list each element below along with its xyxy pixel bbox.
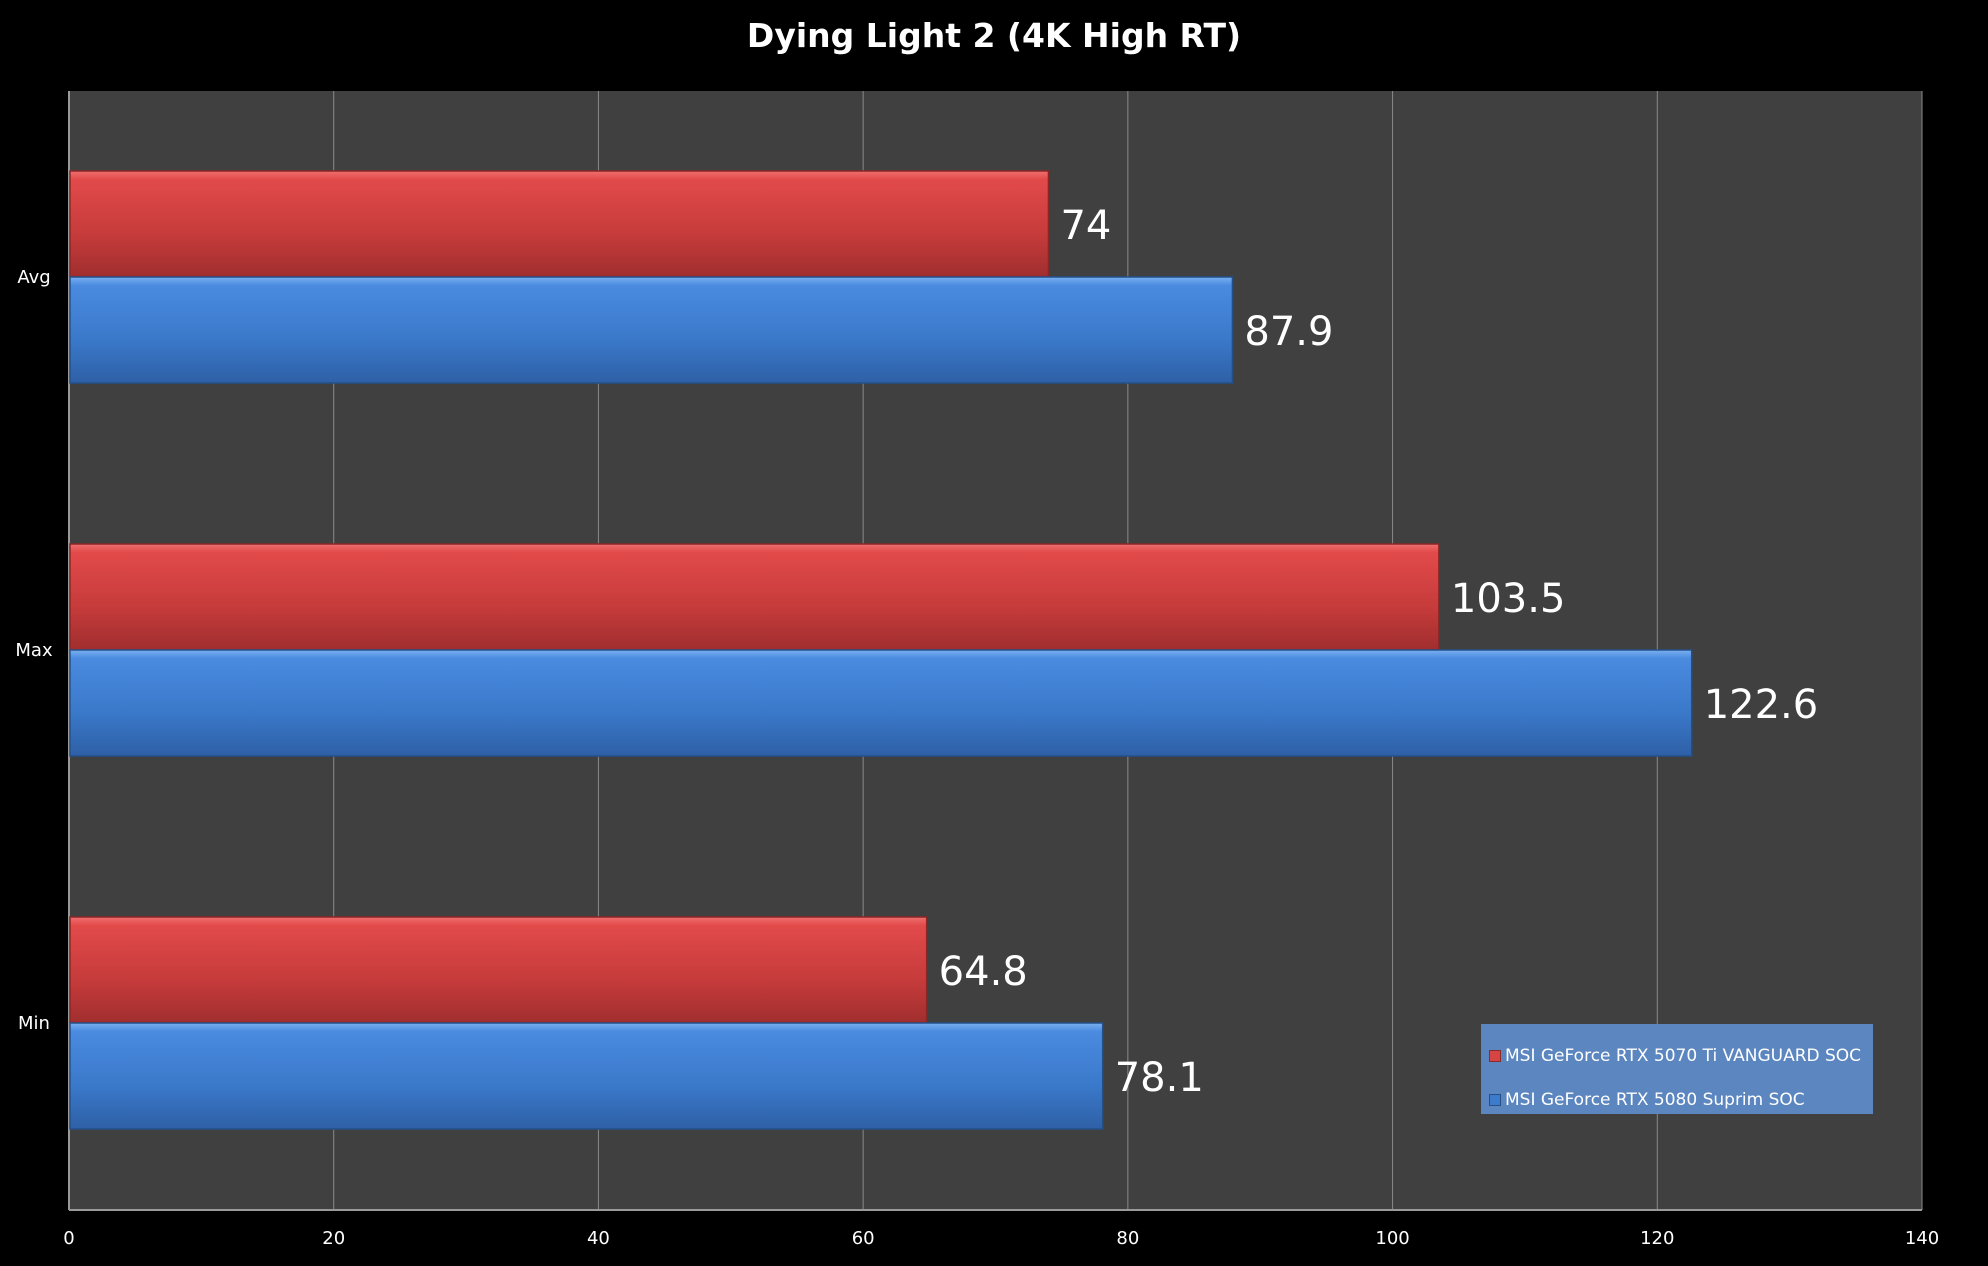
data-label: 87.9 bbox=[1244, 309, 1333, 355]
category-label-max: Max bbox=[15, 640, 53, 661]
x-tick-label: 140 bbox=[1905, 1228, 1939, 1249]
category-label-min: Min bbox=[18, 1013, 50, 1034]
bar-min-series-1 bbox=[69, 916, 928, 1024]
x-tick-label: 80 bbox=[1116, 1228, 1139, 1249]
category-label-avg: Avg bbox=[17, 267, 50, 288]
data-label: 122.6 bbox=[1704, 682, 1819, 728]
x-tick-label: 0 bbox=[63, 1228, 74, 1249]
data-label: 78.1 bbox=[1115, 1055, 1204, 1101]
bar-max-series-1 bbox=[69, 543, 1440, 651]
legend-swatch-red bbox=[1489, 1050, 1501, 1062]
legend-label-series-1: MSI GeForce RTX 5070 Ti VANGUARD SOC bbox=[1505, 1046, 1862, 1066]
bar-avg-series-1 bbox=[69, 170, 1050, 278]
legend-label-series-2: MSI GeForce RTX 5080 Suprim SOC bbox=[1505, 1090, 1805, 1110]
legend: MSI GeForce RTX 5070 Ti VANGUARD SOC MSI… bbox=[1481, 1024, 1873, 1114]
x-tick-label: 100 bbox=[1375, 1228, 1409, 1249]
x-tick-label: 20 bbox=[322, 1228, 345, 1249]
data-label: 74 bbox=[1060, 203, 1111, 249]
x-tick-label: 120 bbox=[1640, 1228, 1674, 1249]
bar-max-series-2 bbox=[69, 649, 1693, 757]
bar-avg-series-2 bbox=[69, 276, 1234, 384]
bar-min-series-2 bbox=[69, 1022, 1104, 1130]
legend-swatch-blue bbox=[1489, 1094, 1501, 1106]
x-tick-label: 40 bbox=[587, 1228, 610, 1249]
data-label: 64.8 bbox=[939, 949, 1028, 995]
legend-item-series-2: MSI GeForce RTX 5080 Suprim SOC bbox=[1489, 1078, 1873, 1122]
chart-title: Dying Light 2 (4K High RT) bbox=[746, 16, 1242, 55]
legend-item-series-1: MSI GeForce RTX 5070 Ti VANGUARD SOC bbox=[1489, 1034, 1873, 1078]
data-label: 103.5 bbox=[1451, 576, 1566, 622]
x-tick-label: 60 bbox=[852, 1228, 875, 1249]
